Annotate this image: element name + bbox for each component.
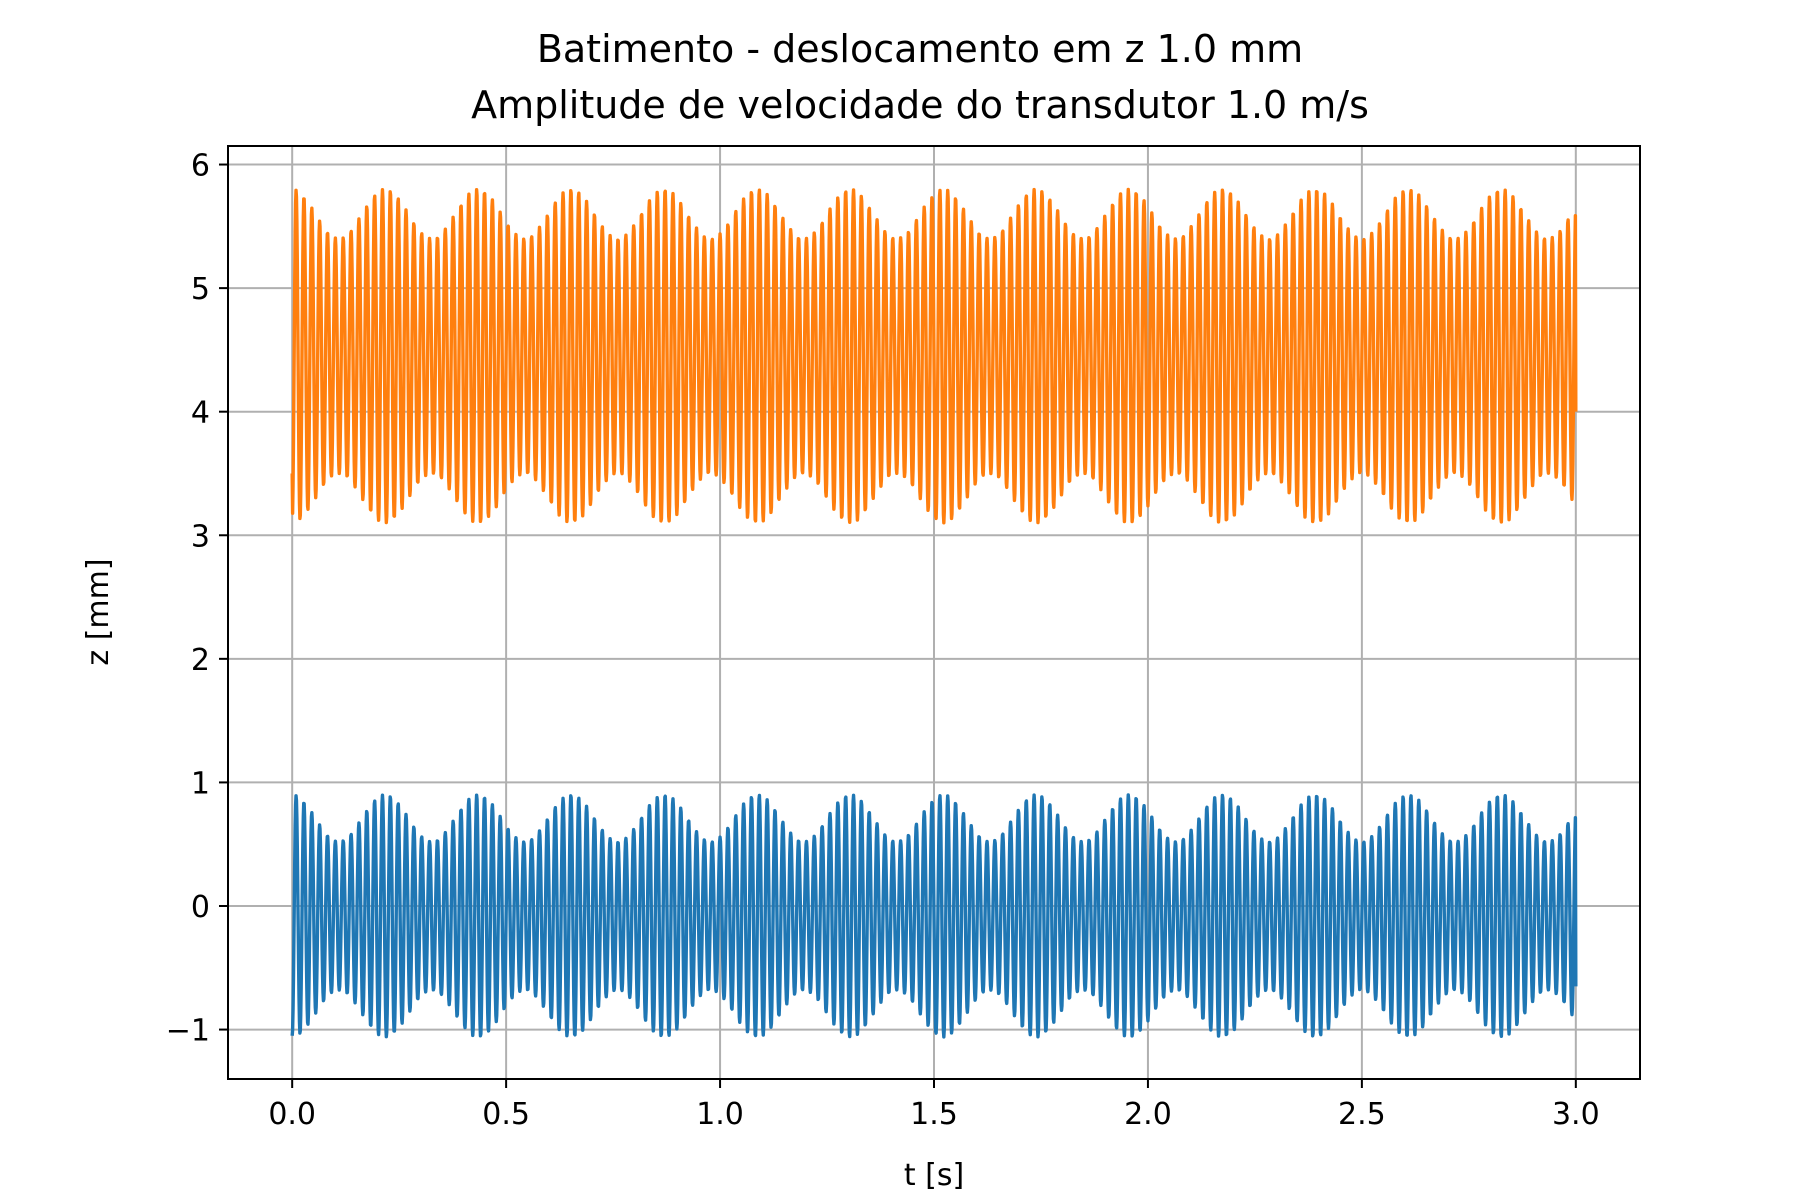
y-tick-label: 3 [191, 519, 210, 554]
x-axis-label: t [s] [904, 1158, 964, 1193]
x-tick-label: 3.0 [1552, 1097, 1600, 1132]
y-tick-label: 2 [191, 643, 210, 678]
series-line-2 [290, 187, 1578, 525]
x-tick-label: 2.0 [1124, 1097, 1172, 1132]
ticks: 0.0 0.5 1.0 1.5 2.0 2.5 3.0 −1 0 1 2 3 4 5 6 [166, 149, 1600, 1132]
y-tick-label: 4 [191, 396, 210, 431]
x-tick-label: 1.0 [696, 1097, 744, 1132]
x-tick-label: 0.5 [482, 1097, 530, 1132]
y-tick-label: 5 [191, 272, 210, 307]
x-tick-label: 2.5 [1338, 1097, 1386, 1132]
x-tick-label: 0.0 [268, 1097, 316, 1132]
series-line-1 [290, 793, 1578, 1039]
x-tick-label: 1.5 [910, 1097, 958, 1132]
chart-title-line2: Amplitude de velocidade do transdutor 1.… [471, 83, 1369, 127]
y-axis-label: z [mm] [81, 558, 116, 665]
y-tick-label: −1 [166, 1014, 210, 1049]
y-tick-label: 1 [191, 766, 210, 801]
chart-title-line1: Batimento - deslocamento em z 1.0 mm [537, 27, 1303, 71]
y-tick-label: 6 [191, 149, 210, 184]
series-layer [290, 187, 1578, 1039]
y-tick-label: 0 [191, 890, 210, 925]
